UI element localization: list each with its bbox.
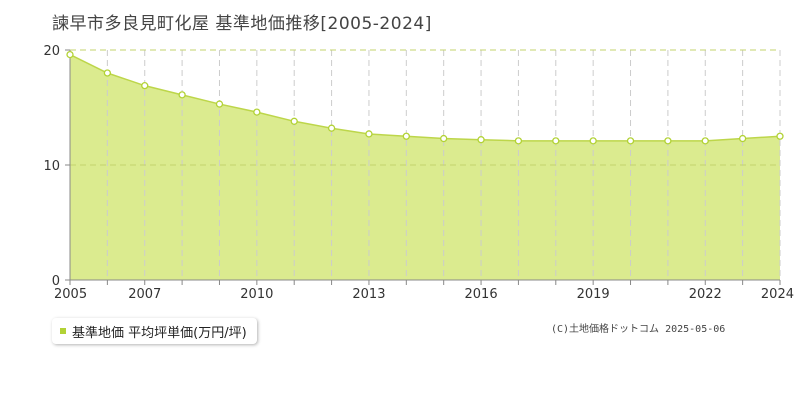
legend-swatch bbox=[60, 328, 66, 334]
data-point bbox=[776, 132, 784, 140]
chart-title: 諫早市多良見町化屋 基準地価推移[2005-2024] bbox=[52, 14, 432, 34]
x-tick-label: 2019 bbox=[577, 287, 610, 300]
data-point bbox=[514, 137, 523, 145]
data-point bbox=[365, 130, 373, 138]
x-tick-label: 2024 bbox=[761, 287, 794, 300]
x-tick-label: 2005 bbox=[54, 287, 87, 300]
series-area-fill bbox=[70, 54, 780, 280]
data-point bbox=[738, 134, 747, 143]
data-point bbox=[253, 108, 261, 116]
series-markers bbox=[66, 50, 784, 145]
x-tick-label: 2022 bbox=[689, 287, 722, 300]
data-point bbox=[440, 134, 448, 143]
data-point bbox=[215, 100, 224, 108]
data-point bbox=[290, 117, 298, 125]
x-tick-label: 2007 bbox=[128, 287, 161, 300]
data-point bbox=[103, 69, 112, 77]
grid bbox=[70, 49, 781, 280]
legend: 基準地価 平均坪単価(万円/坪) bbox=[52, 318, 257, 344]
axes bbox=[65, 49, 781, 285]
x-tick-label: 2013 bbox=[352, 287, 385, 300]
x-tick-label: 2016 bbox=[465, 287, 498, 300]
series-line bbox=[69, 53, 781, 142]
legend-label: 基準地価 平均坪単価(万円/坪) bbox=[72, 325, 247, 341]
series-area bbox=[69, 53, 781, 280]
data-point bbox=[626, 137, 635, 145]
y-tick-label: 0 bbox=[52, 274, 60, 289]
price-area-chart: 0 10 20 2005 2007 2010 2013 2016 2019 2022 2024 bbox=[43, 44, 794, 300]
data-point bbox=[66, 50, 74, 59]
data-point bbox=[141, 82, 149, 90]
tick-labels: 0 10 20 2005 2007 2010 2013 2016 2019 2022 2024 bbox=[43, 44, 794, 300]
data-point bbox=[701, 137, 709, 145]
y-tick-label: 20 bbox=[43, 44, 60, 59]
data-point bbox=[178, 91, 186, 99]
data-point bbox=[402, 132, 410, 140]
y-tick-label: 10 bbox=[43, 159, 60, 174]
copyright-notice: (C)土地価格ドットコム 2025-05-06 bbox=[551, 324, 726, 335]
data-point bbox=[589, 137, 597, 145]
data-point bbox=[552, 137, 560, 145]
x-tick-label: 2010 bbox=[240, 287, 273, 300]
data-point bbox=[664, 137, 672, 145]
data-point bbox=[477, 136, 485, 144]
data-point bbox=[327, 124, 336, 132]
